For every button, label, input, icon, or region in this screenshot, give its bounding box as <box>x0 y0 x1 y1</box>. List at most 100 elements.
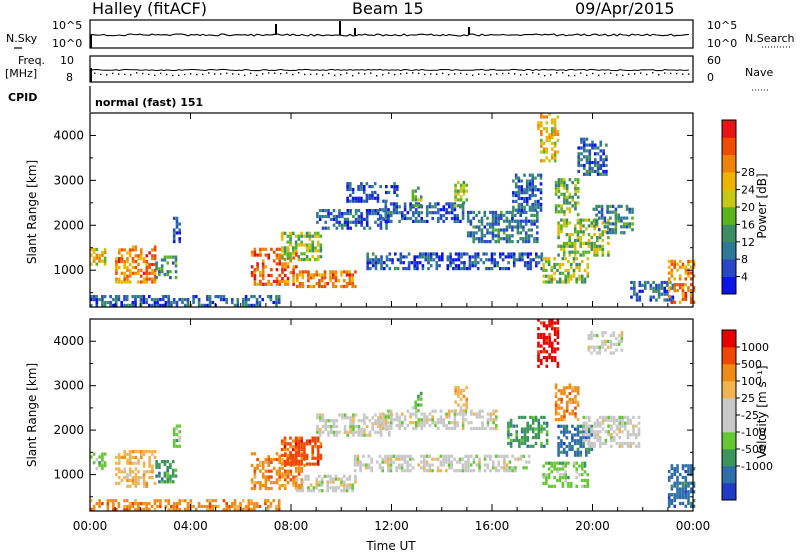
power-region-18 <box>554 178 580 217</box>
vel-region-2 <box>155 460 178 484</box>
noise-sky-line <box>89 33 690 37</box>
nsky-label: N.Sky <box>6 32 38 45</box>
vel-region-19 <box>667 464 696 508</box>
power-region-11 <box>454 180 468 208</box>
power-colorbar: 4 8 12 16 20 24 28 <box>721 119 755 295</box>
vel-region-0 <box>90 452 107 471</box>
vel-colorbar-swatch-4 <box>722 415 736 433</box>
vel-region-3 <box>172 424 181 448</box>
power-region-22 <box>667 259 696 304</box>
freq-tick-bottom: 8 <box>66 71 73 84</box>
power-ytick-label-0: 1000 <box>53 263 84 277</box>
x-axis-label: Time UT <box>365 539 416 553</box>
power-colorbar-swatch-5 <box>722 189 736 208</box>
vel-colorbar-tick-2: 100 <box>741 375 762 388</box>
nsearch-label: N.Search <box>745 32 795 45</box>
power-region-12 <box>366 252 544 271</box>
noise-tick-top-left: 10^5 <box>52 19 82 32</box>
power-colorbar-swatch-4 <box>722 207 736 225</box>
power-region-13 <box>466 210 539 244</box>
power-colorbar-swatch-3 <box>722 224 736 243</box>
power-region-16 <box>542 257 590 284</box>
power-region-8 <box>378 202 465 223</box>
vel-colorbar-swatch-6 <box>722 381 736 399</box>
power-ytick-label-3: 4000 <box>53 128 84 142</box>
power-region-5 <box>280 231 323 262</box>
velocity-x-axis: 00:00 04:00 08:00 12:00 16:00 20:00 00:00 <box>73 113 711 533</box>
velocity-ylabel: Slant Range [km] <box>25 363 39 467</box>
vel-region-16 <box>554 383 580 422</box>
power-region-10 <box>411 186 423 208</box>
vel-colorbar-tick-3: 25 <box>741 392 755 405</box>
beam-title: Beam 15 <box>352 0 424 18</box>
power-colorbar-swatch-7 <box>722 154 736 173</box>
power-region-7 <box>316 209 388 230</box>
noise-tick-bottom-left: 10^0 <box>52 37 82 50</box>
power-ytick-label-1: 2000 <box>53 218 84 232</box>
freq-label: Freq. <box>18 54 45 67</box>
noise-tick-top-right: 10^5 <box>707 19 737 32</box>
power-colorbar-swatch-0 <box>722 276 736 295</box>
power-region-19 <box>577 137 608 176</box>
vel-colorbar-tick-1: 500 <box>741 358 762 371</box>
vel-colorbar-swatch-9 <box>722 330 736 348</box>
xtick-label-4: 16:00 <box>475 519 510 533</box>
vel-ytick-label-0: 1000 <box>53 468 84 482</box>
vel-colorbar-tick-0: 1000 <box>741 341 769 354</box>
power-region-15 <box>537 112 560 163</box>
power-colorbar-tick-2: 12 <box>741 236 755 249</box>
power-region-17 <box>557 218 610 257</box>
power-region-6 <box>296 270 357 289</box>
xtick-label-6: 00:00 <box>676 519 711 533</box>
power-region-23 <box>90 295 281 307</box>
power-colorbar-tick-6: 28 <box>741 166 755 179</box>
vel-colorbar-tick-6: -500 <box>741 443 766 456</box>
vel-region-1 <box>115 450 157 488</box>
vel-colorbar-swatch-8 <box>722 347 736 365</box>
vel-colorbar-swatch-0 <box>722 483 736 501</box>
vel-region-17 <box>582 415 641 448</box>
freq-panel-frame <box>89 55 694 83</box>
freq-line <box>91 68 690 72</box>
vel-ytick-label-3: 4000 <box>53 334 84 348</box>
xtick-label-0: 00:00 <box>73 519 108 533</box>
vel-region-13 <box>507 415 549 448</box>
power-region-1 <box>115 245 157 284</box>
power-region-20 <box>592 204 634 235</box>
vel-ytick-label-2: 3000 <box>53 379 84 393</box>
vel-colorbar-swatch-5 <box>722 398 736 416</box>
freq-unit-label: [MHz] <box>5 67 37 80</box>
power-colorbar-swatch-9 <box>722 120 736 138</box>
vel-ytick-label-1: 2000 <box>53 423 84 437</box>
power-colorbar-tick-1: 8 <box>741 253 748 266</box>
noise-trace <box>89 21 690 48</box>
power-colorbar-tick-4: 20 <box>741 201 755 214</box>
noise-tick-bottom-right: 10^0 <box>707 37 737 50</box>
vel-colorbar-swatch-1 <box>722 466 736 484</box>
vel-colorbar-swatch-7 <box>722 364 736 382</box>
vel-region-8 <box>378 409 498 431</box>
power-region-21 <box>630 280 675 302</box>
velocity-y-axis: 1000 2000 3000 4000 <box>53 334 693 498</box>
power-ytick-label-2: 3000 <box>53 173 84 187</box>
power-region-3 <box>172 216 181 244</box>
site-title: Halley (fitACF) <box>92 0 207 18</box>
power-y-axis: 1000 2000 3000 4000 <box>53 128 693 294</box>
vel-region-4 <box>250 452 306 491</box>
vel-colorbar-swatch-2 <box>722 449 736 467</box>
velocity-data <box>90 318 696 511</box>
xtick-label-5: 20:00 <box>575 519 610 533</box>
nave-label: Nave <box>745 66 773 79</box>
xtick-label-3: 12:00 <box>374 519 409 533</box>
power-colorbar-swatch-8 <box>722 137 736 156</box>
xtick-label-1: 04:00 <box>173 519 208 533</box>
vel-region-20 <box>90 499 281 511</box>
vel-region-10 <box>411 391 423 413</box>
vel-region-11 <box>454 386 468 413</box>
power-region-14 <box>512 173 543 212</box>
freq-tick-top: 10 <box>60 54 74 67</box>
power-ylabel: Slant Range [km] <box>25 160 39 264</box>
power-colorbar-swatch-2 <box>722 241 736 260</box>
power-colorbar-label: Power [dB] <box>755 173 769 238</box>
